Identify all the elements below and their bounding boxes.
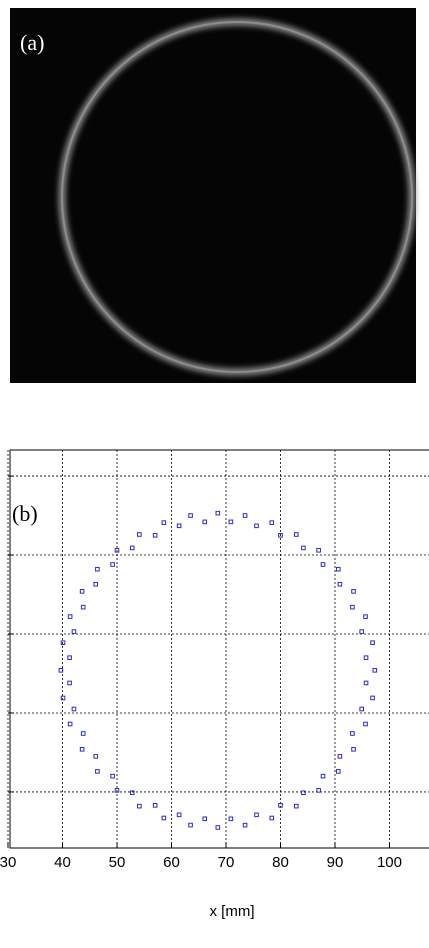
point	[188, 513, 193, 518]
point	[363, 614, 368, 619]
point	[337, 754, 343, 759]
point	[228, 816, 234, 822]
point	[114, 547, 120, 553]
x-tick-label: 90	[327, 854, 344, 871]
point	[93, 581, 99, 587]
point	[60, 640, 66, 645]
point	[316, 788, 321, 793]
point	[363, 680, 369, 686]
point	[359, 706, 364, 712]
point	[161, 520, 167, 525]
point	[363, 721, 368, 727]
point	[215, 510, 221, 516]
photo-ring-core	[61, 21, 413, 373]
x-tick-label: 60	[163, 854, 180, 871]
point	[67, 721, 73, 727]
point	[351, 746, 356, 752]
x-tick-label: 30	[0, 854, 16, 871]
point	[320, 773, 326, 779]
point	[79, 589, 85, 594]
point	[202, 816, 208, 822]
point	[67, 655, 72, 660]
point	[93, 754, 99, 759]
x-tick-label: 50	[109, 854, 126, 871]
point	[293, 803, 299, 809]
panel-label: (a)	[20, 30, 44, 55]
point	[95, 769, 100, 774]
plot-background	[8, 450, 429, 848]
point	[161, 815, 167, 821]
point	[110, 562, 115, 567]
point	[370, 640, 375, 645]
point	[202, 519, 208, 525]
plot-frame	[9, 449, 429, 849]
point	[316, 547, 321, 553]
point	[335, 566, 341, 572]
point	[60, 695, 66, 701]
point	[254, 812, 259, 818]
panel-b: 30405060708090100110(b)x [mm]	[0, 449, 429, 920]
point	[350, 604, 355, 610]
point	[95, 566, 100, 572]
point	[359, 629, 364, 634]
point	[67, 680, 72, 686]
point	[67, 614, 73, 619]
point	[350, 731, 355, 736]
point	[176, 812, 182, 818]
point	[228, 519, 234, 525]
point	[320, 562, 326, 567]
point	[80, 731, 86, 736]
point	[269, 815, 275, 821]
point	[242, 513, 248, 518]
point	[71, 629, 77, 634]
point	[176, 523, 182, 529]
point	[215, 825, 221, 830]
point	[254, 523, 259, 529]
point	[335, 769, 341, 774]
point	[152, 803, 158, 808]
point	[278, 803, 283, 808]
point	[278, 532, 283, 538]
point	[370, 695, 375, 701]
point	[372, 668, 378, 673]
point	[129, 545, 135, 551]
point	[363, 655, 369, 660]
point	[110, 773, 115, 779]
x-tick-label: 70	[218, 854, 235, 871]
x-tick-label: 100	[377, 854, 402, 871]
point	[337, 581, 343, 587]
x-axis-label: x [mm]	[210, 903, 255, 920]
point	[114, 788, 120, 793]
panel-a: (a)	[10, 8, 416, 383]
point	[137, 803, 142, 809]
point	[152, 532, 158, 538]
photo-background	[10, 8, 416, 383]
point	[80, 604, 86, 610]
point	[242, 822, 248, 828]
point	[301, 790, 306, 796]
point	[188, 822, 193, 828]
point	[293, 532, 299, 537]
point	[301, 545, 306, 551]
point	[351, 589, 356, 594]
point	[79, 746, 85, 752]
point	[137, 532, 142, 537]
point	[58, 668, 64, 673]
x-tick-label: 80	[272, 854, 289, 871]
x-tick-label: 40	[54, 854, 71, 871]
panel-label: (b)	[12, 501, 38, 526]
point	[269, 520, 275, 525]
point	[129, 790, 135, 796]
point	[71, 706, 77, 712]
